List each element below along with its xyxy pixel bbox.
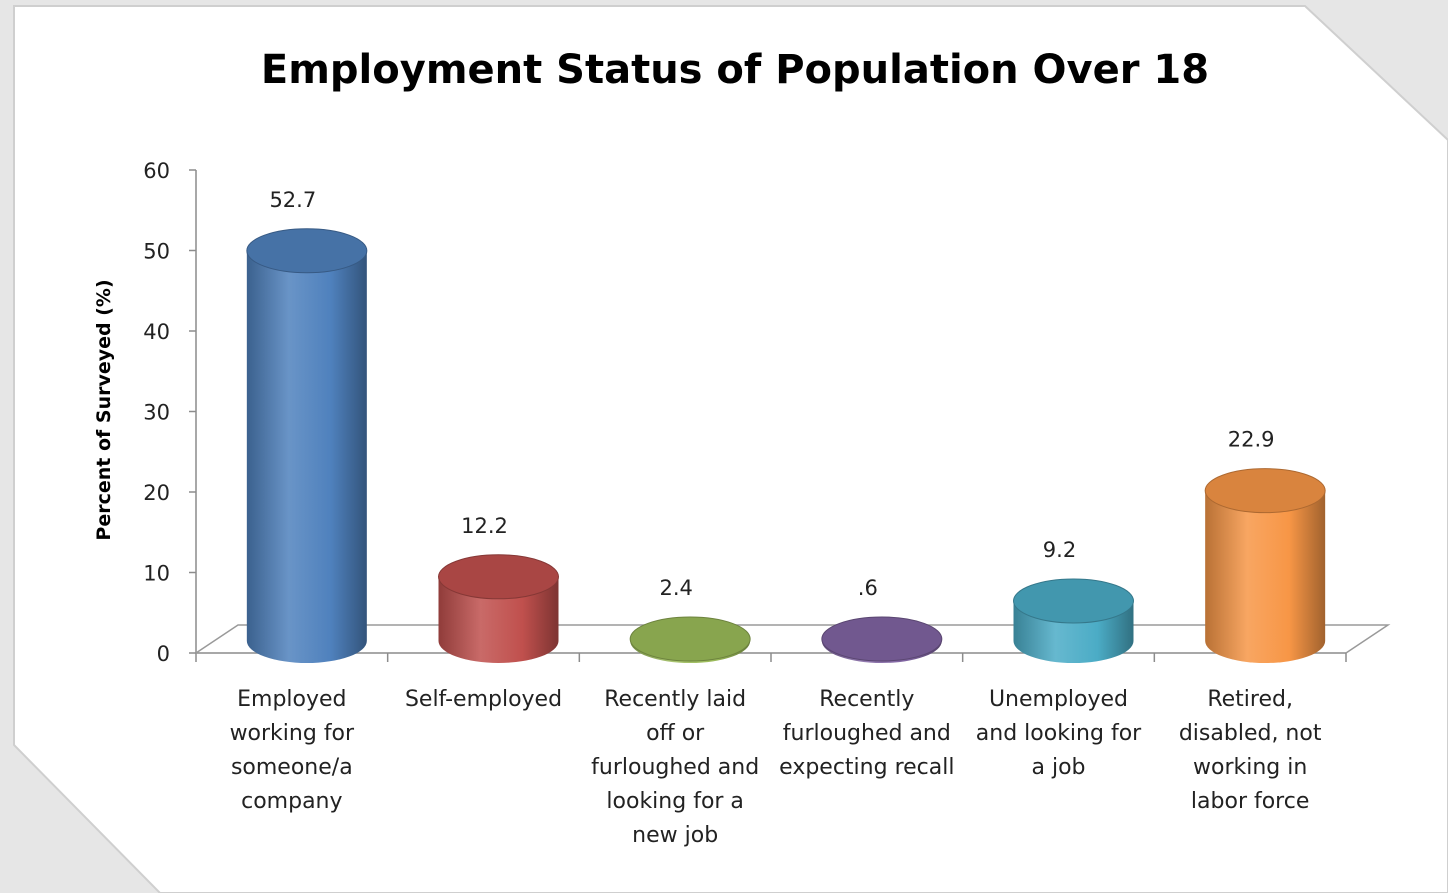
- data-label: 2.4: [659, 576, 692, 600]
- y-axis-title: Percent of Surveyed (%): [93, 279, 115, 540]
- y-tick-label: 50: [143, 240, 170, 264]
- x-tick-label: off or: [646, 721, 705, 746]
- floor-edge: [195, 624, 1391, 654]
- x-tick-label: Self-employed: [405, 687, 562, 712]
- bar-5: [1204, 468, 1326, 663]
- x-tick-label: furloughed and: [591, 755, 759, 780]
- x-tick-label: expecting recall: [779, 755, 954, 780]
- data-label: 12.2: [461, 514, 508, 538]
- bar-top: [438, 554, 559, 600]
- data-label: 22.9: [1228, 428, 1275, 452]
- axes-group: 0 10 20 30 40 50 60: [143, 159, 1347, 666]
- labels-group: 52.7 Employed working for someone/a company 1…: [230, 188, 1322, 848]
- y-tick-label: 20: [143, 481, 170, 505]
- y-tick-label: 30: [143, 401, 170, 425]
- x-tick-label: labor force: [1191, 789, 1309, 814]
- bar-top: [629, 616, 751, 662]
- y-tick-label: 60: [143, 159, 170, 183]
- bar-1: [438, 554, 559, 663]
- bar-3: [821, 616, 943, 663]
- x-tick-label: looking for a: [606, 789, 744, 814]
- y-tick-label: 10: [143, 562, 170, 586]
- x-tick-label: Unemployed: [989, 687, 1128, 712]
- chart-panel: [13, 5, 1448, 893]
- y-tick-label: 0: [157, 642, 170, 666]
- bar-body: [438, 576, 559, 663]
- data-label: 9.2: [1043, 538, 1076, 562]
- bar-2: [629, 616, 751, 663]
- x-tick-label: disabled, not: [1179, 721, 1322, 746]
- bar-top: [1204, 468, 1326, 514]
- data-label: .6: [858, 576, 878, 600]
- x-tick-label: Recently: [819, 687, 914, 712]
- bar-top: [1013, 578, 1134, 624]
- x-tick-label: someone/a: [231, 755, 353, 780]
- x-tick-label: working for: [230, 721, 355, 746]
- bar-body: [246, 250, 367, 663]
- x-tick-label: Recently laid: [604, 687, 746, 712]
- bars-group: [246, 228, 1326, 663]
- bar-top: [246, 228, 368, 274]
- chart-floor: [195, 624, 1391, 654]
- x-tick-label: furloughed and: [783, 721, 951, 746]
- x-tick-label: a job: [1031, 755, 1085, 780]
- x-tick-label: Employed: [237, 687, 346, 712]
- x-tick-label: company: [241, 789, 342, 814]
- bar-4: [1013, 578, 1134, 663]
- chart-title: Employment Status of Population Over 18: [261, 47, 1209, 93]
- bar-top: [821, 616, 943, 662]
- x-tick-label: Retired,: [1207, 687, 1293, 712]
- x-tick-label: new job: [632, 823, 718, 848]
- bar-body: [1205, 490, 1326, 663]
- bar-0: [246, 228, 368, 663]
- data-label: 52.7: [269, 188, 316, 212]
- x-tick-label: and looking for: [976, 721, 1142, 746]
- x-tick-label: working in: [1193, 755, 1307, 780]
- y-tick-label: 40: [143, 320, 170, 344]
